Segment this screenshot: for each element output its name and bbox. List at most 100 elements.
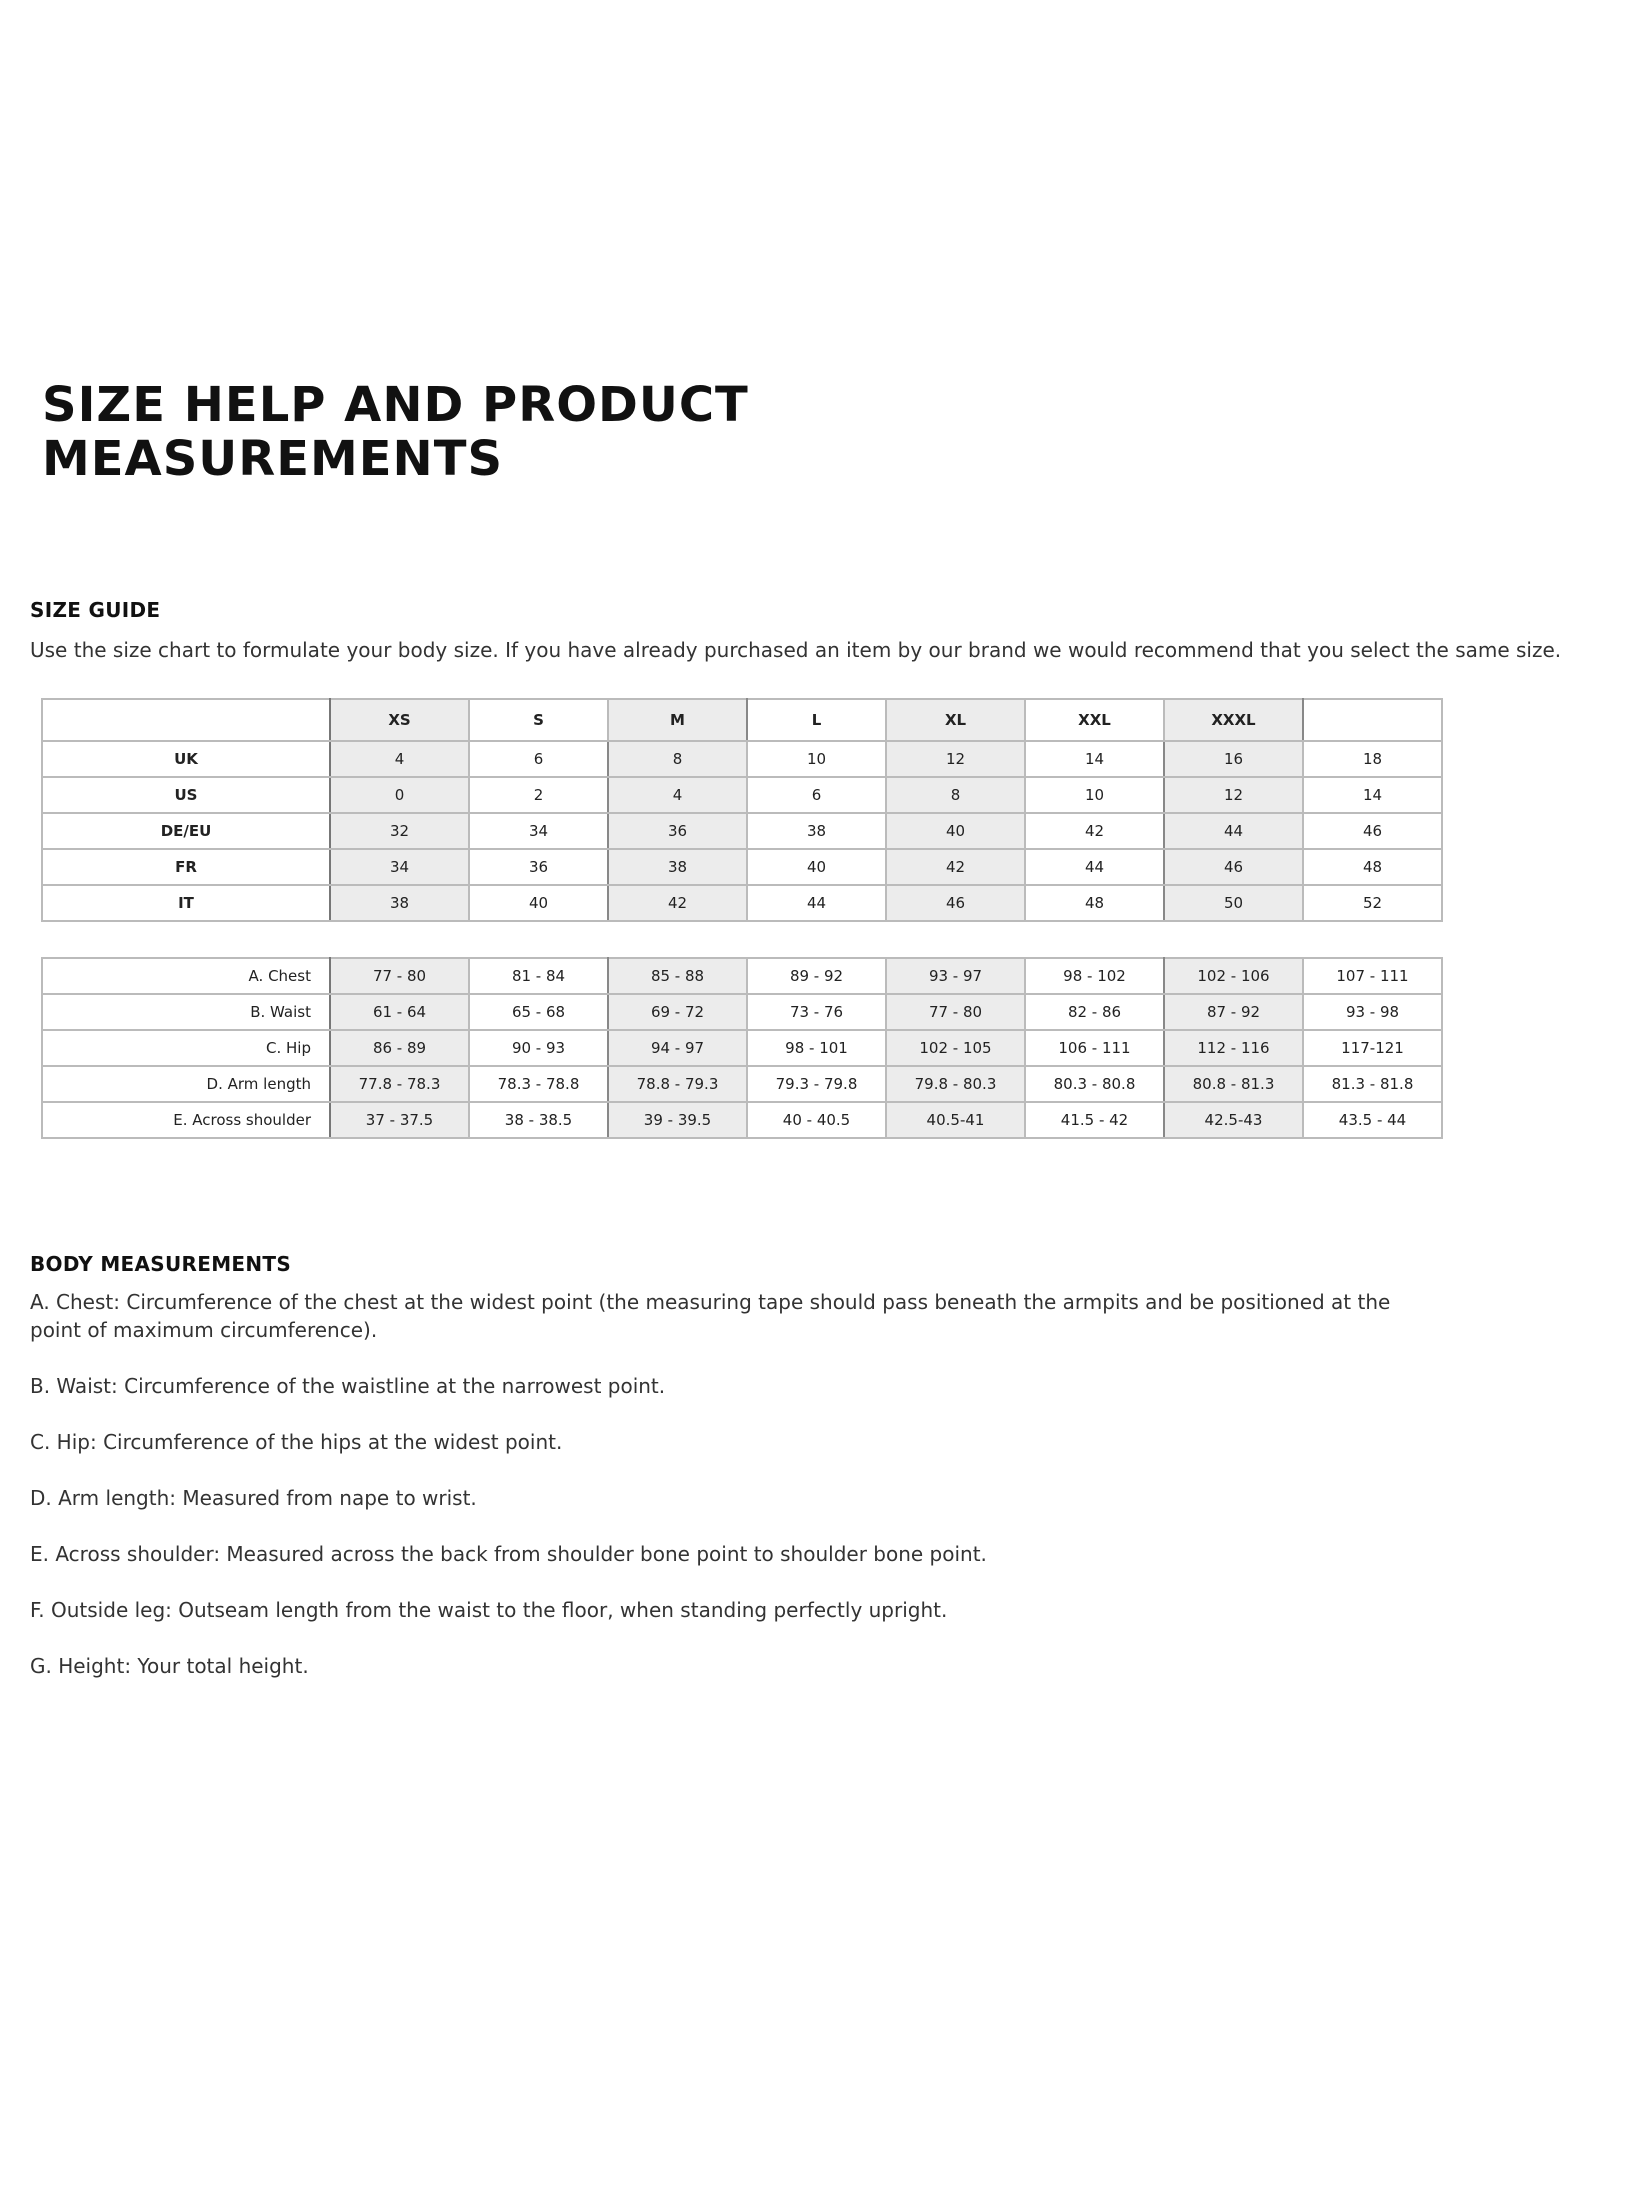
table-cell: 102 - 106 <box>1163 957 1304 995</box>
table-row: B. Waist 61 - 64 65 - 68 69 - 72 73 - 76 77 -… <box>41 993 1443 1031</box>
table-cell: 81.3 - 81.8 <box>1302 1065 1443 1103</box>
body-measurements-heading: BODY MEASUREMENTS <box>30 1252 292 1276</box>
table-cell: 50 <box>1163 884 1304 922</box>
row-label: US <box>41 776 331 814</box>
table-cell: 36 <box>607 812 748 850</box>
row-label: UK <box>41 740 331 778</box>
table-row: DE/EU 32 34 36 38 40 42 44 46 <box>41 812 1443 850</box>
body-measurement-item: A. Chest: Circumference of the chest at … <box>30 1290 1391 1342</box>
column-header: M <box>607 698 748 742</box>
table-cell: 117-121 <box>1302 1029 1443 1067</box>
row-label: DE/EU <box>41 812 331 850</box>
column-header <box>1302 698 1443 742</box>
body-measurement-item: D. Arm length: Measured from nape to wri… <box>30 1486 477 1510</box>
table-cell: 34 <box>468 812 609 850</box>
table-cell: 44 <box>1024 848 1165 886</box>
table-cell: 93 - 97 <box>885 957 1026 995</box>
table-cell: 86 - 89 <box>329 1029 470 1067</box>
table-cell: 41.5 - 42 <box>1024 1101 1165 1139</box>
table-cell: 78.8 - 79.3 <box>607 1065 748 1103</box>
table-cell: 93 - 98 <box>1302 993 1443 1031</box>
title-line-2: MEASUREMENTS <box>42 431 504 487</box>
table-cell: 77 - 80 <box>329 957 470 995</box>
table-cell: 8 <box>607 740 748 778</box>
table-cell: 85 - 88 <box>607 957 748 995</box>
body-measurement-item: C. Hip: Circumference of the hips at the… <box>30 1430 563 1454</box>
table-cell: 14 <box>1024 740 1165 778</box>
table-cell: 94 - 97 <box>607 1029 748 1067</box>
table-cell: 38 <box>746 812 887 850</box>
table-cell: 48 <box>1024 884 1165 922</box>
row-label: A. Chest <box>41 957 331 995</box>
table-cell: 37 - 37.5 <box>329 1101 470 1139</box>
table-cell: 32 <box>329 812 470 850</box>
table-cell: 12 <box>1163 776 1304 814</box>
table-row: IT 38 40 42 44 46 48 50 52 <box>41 884 1443 922</box>
column-header: XXL <box>1024 698 1165 742</box>
table-cell: 10 <box>746 740 887 778</box>
table-cell: 36 <box>468 848 609 886</box>
table-cell: 40 <box>746 848 887 886</box>
table-cell: 12 <box>885 740 1026 778</box>
table-cell: 38 <box>329 884 470 922</box>
table-cell: 44 <box>1163 812 1304 850</box>
page-title: SIZE HELP AND PRODUCT MEASUREMENTS <box>42 378 749 486</box>
table-cell: 46 <box>1163 848 1304 886</box>
row-label: D. Arm length <box>41 1065 331 1103</box>
table-cell: 48 <box>1302 848 1443 886</box>
table-cell: 112 - 116 <box>1163 1029 1304 1067</box>
table-cell: 42 <box>1024 812 1165 850</box>
column-header: XS <box>329 698 470 742</box>
table-cell: 40 - 40.5 <box>746 1101 887 1139</box>
table-cell: 80.8 - 81.3 <box>1163 1065 1304 1103</box>
table-cell: 46 <box>1302 812 1443 850</box>
table-cell: 87 - 92 <box>1163 993 1304 1031</box>
table-cell: 43.5 - 44 <box>1302 1101 1443 1139</box>
table-cell: 65 - 68 <box>468 993 609 1031</box>
table-cell: 52 <box>1302 884 1443 922</box>
table-cell: 46 <box>885 884 1026 922</box>
table-row: C. Hip 86 - 89 90 - 93 94 - 97 98 - 101 102 -… <box>41 1029 1443 1067</box>
table-cell: 8 <box>885 776 1026 814</box>
title-line-1: SIZE HELP AND PRODUCT <box>42 377 749 433</box>
table-cell: 106 - 111 <box>1024 1029 1165 1067</box>
table-row: E. Across shoulder 37 - 37.5 38 - 38.5 39 -… <box>41 1101 1443 1139</box>
table-cell: 34 <box>329 848 470 886</box>
table-row: D. Arm length 77.8 - 78.3 78.3 - 78.8 78.8 … <box>41 1065 1443 1103</box>
table-cell: 79.8 - 80.3 <box>885 1065 1026 1103</box>
column-header <box>41 698 331 742</box>
body-measurement-item: B. Waist: Circumference of the waistline… <box>30 1374 666 1398</box>
table-cell: 82 - 86 <box>1024 993 1165 1031</box>
column-header: L <box>746 698 887 742</box>
body-measurement-item: E. Across shoulder: Measured across the … <box>30 1542 987 1566</box>
table-cell: 38 <box>607 848 748 886</box>
size-guide-heading: SIZE GUIDE <box>30 598 161 622</box>
row-label: C. Hip <box>41 1029 331 1067</box>
table-cell: 90 - 93 <box>468 1029 609 1067</box>
row-label: FR <box>41 848 331 886</box>
table-row: UK 4 6 8 10 12 14 16 18 <box>41 740 1443 778</box>
table-cell: 77.8 - 78.3 <box>329 1065 470 1103</box>
table-cell: 89 - 92 <box>746 957 887 995</box>
table-cell: 61 - 64 <box>329 993 470 1031</box>
table-cell: 42.5-43 <box>1163 1101 1304 1139</box>
table-cell: 69 - 72 <box>607 993 748 1031</box>
table-row: FR 34 36 38 40 42 44 46 48 <box>41 848 1443 886</box>
table-cell: 73 - 76 <box>746 993 887 1031</box>
column-header: XL <box>885 698 1026 742</box>
table-cell: 42 <box>885 848 1026 886</box>
table-cell: 98 - 102 <box>1024 957 1165 995</box>
body-measurement-item: F. Outside leg: Outseam length from the … <box>30 1598 948 1622</box>
table-cell: 16 <box>1163 740 1304 778</box>
row-label: E. Across shoulder <box>41 1101 331 1139</box>
table-cell: 78.3 - 78.8 <box>468 1065 609 1103</box>
table-cell: 79.3 - 79.8 <box>746 1065 887 1103</box>
table-cell: 38 - 38.5 <box>468 1101 609 1139</box>
table-cell: 98 - 101 <box>746 1029 887 1067</box>
table-cell: 10 <box>1024 776 1165 814</box>
table-row: US 0 2 4 6 8 10 12 14 <box>41 776 1443 814</box>
table-cell: 2 <box>468 776 609 814</box>
table-cell: 6 <box>468 740 609 778</box>
table-cell: 107 - 111 <box>1302 957 1443 995</box>
table-cell: 6 <box>746 776 887 814</box>
